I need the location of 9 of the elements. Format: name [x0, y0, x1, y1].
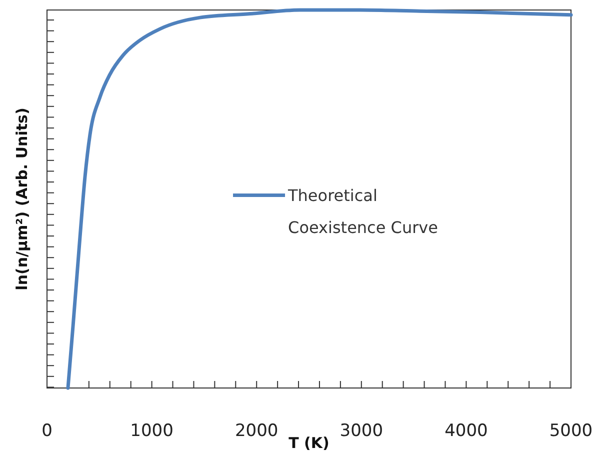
- x-axis-title: T (K): [288, 434, 330, 452]
- legend-label: Theoretical Coexistence Curve: [287, 186, 438, 238]
- x-tick-label: 1000: [130, 421, 174, 441]
- x-tick-label: 2000: [234, 421, 278, 441]
- y-axis-title: ln(n/μm²) (Arb. Units): [13, 108, 31, 290]
- x-tick-label: 5000: [549, 421, 593, 441]
- x-tick-label: 3000: [340, 421, 384, 441]
- x-tick-label: 4000: [444, 421, 488, 441]
- x-tick-label: 0: [42, 421, 52, 441]
